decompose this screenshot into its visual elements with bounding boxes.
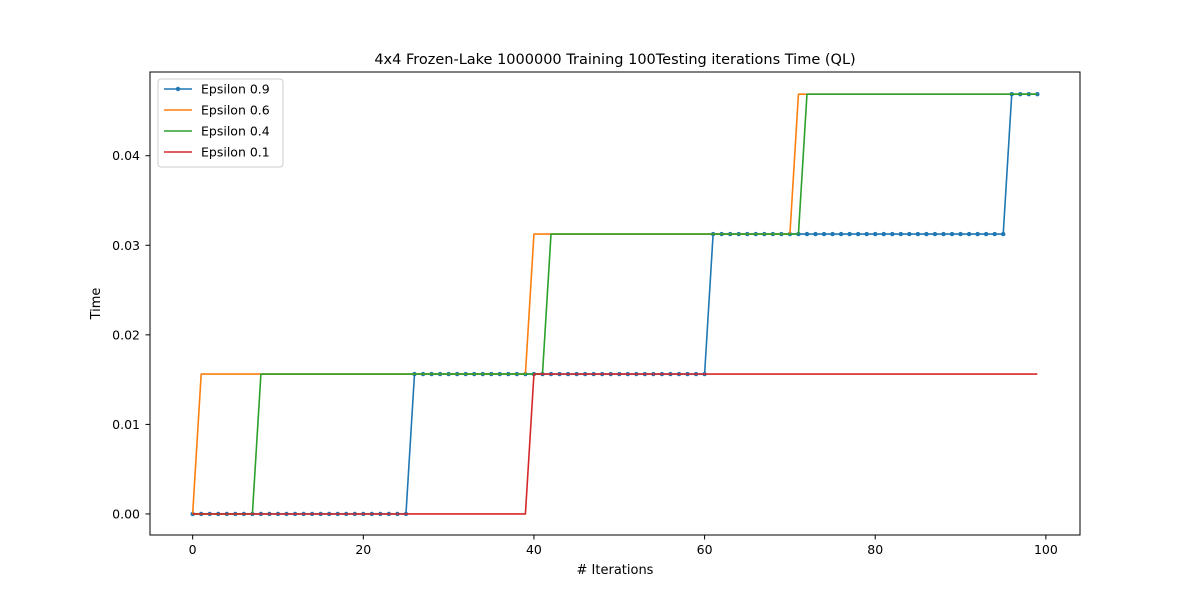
y-axis: 0.00 0.01 0.02 0.03 0.04: [112, 148, 150, 521]
legend-label: Epsilon 0.6: [201, 103, 270, 118]
y-tick-label: 0.04: [112, 148, 140, 163]
data-point: [975, 231, 980, 237]
data-point: [958, 231, 963, 237]
y-axis-label: Time: [89, 288, 104, 321]
data-point: [864, 231, 869, 237]
series-layer: [190, 91, 1040, 517]
legend-box: [157, 78, 284, 168]
data-point: [847, 231, 852, 237]
y-tick-label: 0.02: [112, 327, 140, 342]
x-tick-label: 100: [1034, 542, 1058, 557]
data-point: [1001, 231, 1006, 237]
legend-label: Epsilon 0.4: [201, 124, 270, 139]
legend-marker: [175, 86, 181, 92]
legend-label: Epsilon 0.9: [201, 82, 270, 97]
x-tick-label: 20: [355, 542, 371, 557]
y-tick-label: 0.03: [112, 238, 140, 253]
x-tick-label: 60: [697, 542, 713, 557]
data-point: [915, 231, 921, 237]
series-3: [192, 93, 1038, 515]
y-tick-label: 0.00: [112, 506, 140, 521]
data-point: [813, 231, 818, 237]
legend-item: Epsilon 0.1: [164, 145, 270, 160]
x-axis: 0 20 40 60 80 100: [189, 535, 1058, 557]
plot-frame: [149, 71, 1081, 536]
data-point: [830, 231, 835, 237]
data-point: [855, 231, 861, 237]
x-tick-label: 0: [189, 542, 197, 557]
data-point: [941, 231, 946, 237]
data-point: [804, 231, 810, 237]
x-axis-label: # Iterations: [577, 563, 654, 578]
data-point: [821, 231, 827, 237]
series-4: [192, 373, 1038, 515]
data-point: [932, 231, 938, 237]
x-tick-label: 40: [526, 542, 542, 557]
data-point: [949, 231, 955, 237]
data-point: [881, 231, 886, 237]
series-line: [192, 93, 1038, 515]
data-point: [898, 231, 904, 237]
data-point: [907, 231, 912, 237]
data-point: [890, 231, 895, 237]
y-tick-label: 0.01: [112, 417, 140, 432]
data-point: [873, 231, 878, 237]
legend-item: Epsilon 0.9: [164, 82, 270, 97]
legend: Epsilon 0.9 Epsilon 0.6 Epsilon 0.4 Epsilon…: [157, 78, 284, 168]
series-line: [192, 373, 1038, 515]
data-point: [966, 231, 972, 237]
data-point: [924, 231, 929, 237]
legend-item: Epsilon 0.4: [164, 124, 270, 139]
x-tick-label: 80: [867, 542, 883, 557]
data-point: [1035, 91, 1040, 97]
legend-item: Epsilon 0.6: [164, 103, 270, 118]
data-point: [983, 231, 989, 237]
chart-title: 4x4 Frozen-Lake 1000000 Training 100Test…: [374, 52, 855, 68]
legend-label: Epsilon 0.1: [201, 145, 270, 160]
data-point: [992, 231, 997, 237]
data-point: [838, 231, 844, 237]
